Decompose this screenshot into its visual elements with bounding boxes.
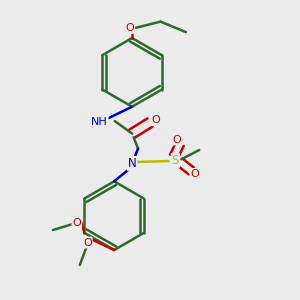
Text: O: O (191, 169, 200, 179)
Text: O: O (151, 115, 160, 125)
Text: NH: NH (91, 117, 108, 127)
Text: O: O (172, 134, 181, 145)
Text: S: S (172, 154, 179, 167)
Text: N: N (128, 157, 136, 170)
Text: O: O (125, 23, 134, 33)
Text: O: O (83, 238, 92, 248)
Text: O: O (73, 218, 81, 228)
